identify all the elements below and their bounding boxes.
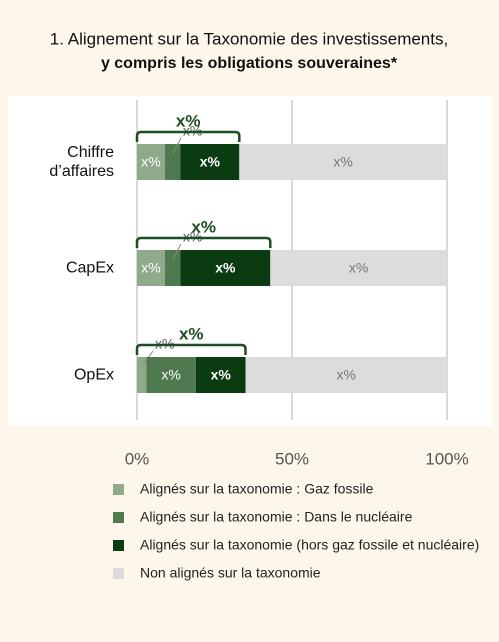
- value-label: x%: [141, 154, 160, 170]
- bracket: [135, 343, 247, 355]
- value-label: x%: [333, 154, 352, 170]
- legend-label: Alignés sur la taxonomie (hors gaz fossi…: [140, 537, 479, 553]
- bar-segment: [164, 250, 181, 286]
- leader-line: [172, 137, 182, 155]
- legend-swatch: [113, 540, 124, 551]
- category-label: OpEx: [73, 366, 114, 384]
- value-label: x%: [183, 229, 202, 245]
- value-label: x%: [141, 260, 160, 276]
- bar-segment: [137, 357, 147, 393]
- x-tick-label: 50%: [275, 449, 309, 468]
- bar-segment: [195, 357, 246, 393]
- bar-segment: [270, 250, 447, 286]
- bracket-label: x%: [179, 324, 204, 343]
- bar-segment: [180, 250, 271, 286]
- bracket: [135, 130, 241, 142]
- value-label: x%: [161, 367, 180, 383]
- legend-swatch: [113, 512, 124, 523]
- category-label: Chiffre d’affaires: [49, 144, 114, 180]
- bracket-label: x%: [191, 217, 216, 236]
- bar-segment: [180, 144, 240, 180]
- chart-subtitle: y compris les obligations souveraines*: [101, 55, 398, 72]
- bracket-label: x%: [176, 111, 201, 130]
- bar-segment: [146, 357, 196, 393]
- legend-label: Alignés sur la taxonomie : Gaz fossile: [140, 481, 374, 497]
- leader-line: [172, 243, 182, 261]
- value-label: x%: [215, 260, 236, 276]
- value-label: x%: [155, 336, 174, 352]
- x-tick-label: 0%: [125, 449, 150, 468]
- category-label: CapEx: [65, 259, 114, 277]
- bar-segment: [245, 357, 447, 393]
- bar-segment: [164, 144, 181, 180]
- value-label: x%: [200, 154, 221, 170]
- x-tick-label: 100%: [425, 449, 468, 468]
- legend-swatch: [113, 568, 124, 579]
- value-label: x%: [337, 367, 356, 383]
- value-label: x%: [183, 123, 202, 139]
- bar-segment: [137, 250, 165, 286]
- bracket: [135, 236, 272, 248]
- legend-label: Alignés sur la taxonomie : Dans le nuclé…: [140, 509, 413, 525]
- legend-label: Non alignés sur la taxonomie: [140, 565, 321, 581]
- chart-title: 1. Alignement sur la Taxonomie des inves…: [50, 29, 448, 48]
- value-label: x%: [349, 260, 368, 276]
- bar-segment: [239, 144, 447, 180]
- value-label: x%: [211, 367, 232, 383]
- legend-swatch: [113, 484, 124, 495]
- bar-segment: [137, 144, 165, 180]
